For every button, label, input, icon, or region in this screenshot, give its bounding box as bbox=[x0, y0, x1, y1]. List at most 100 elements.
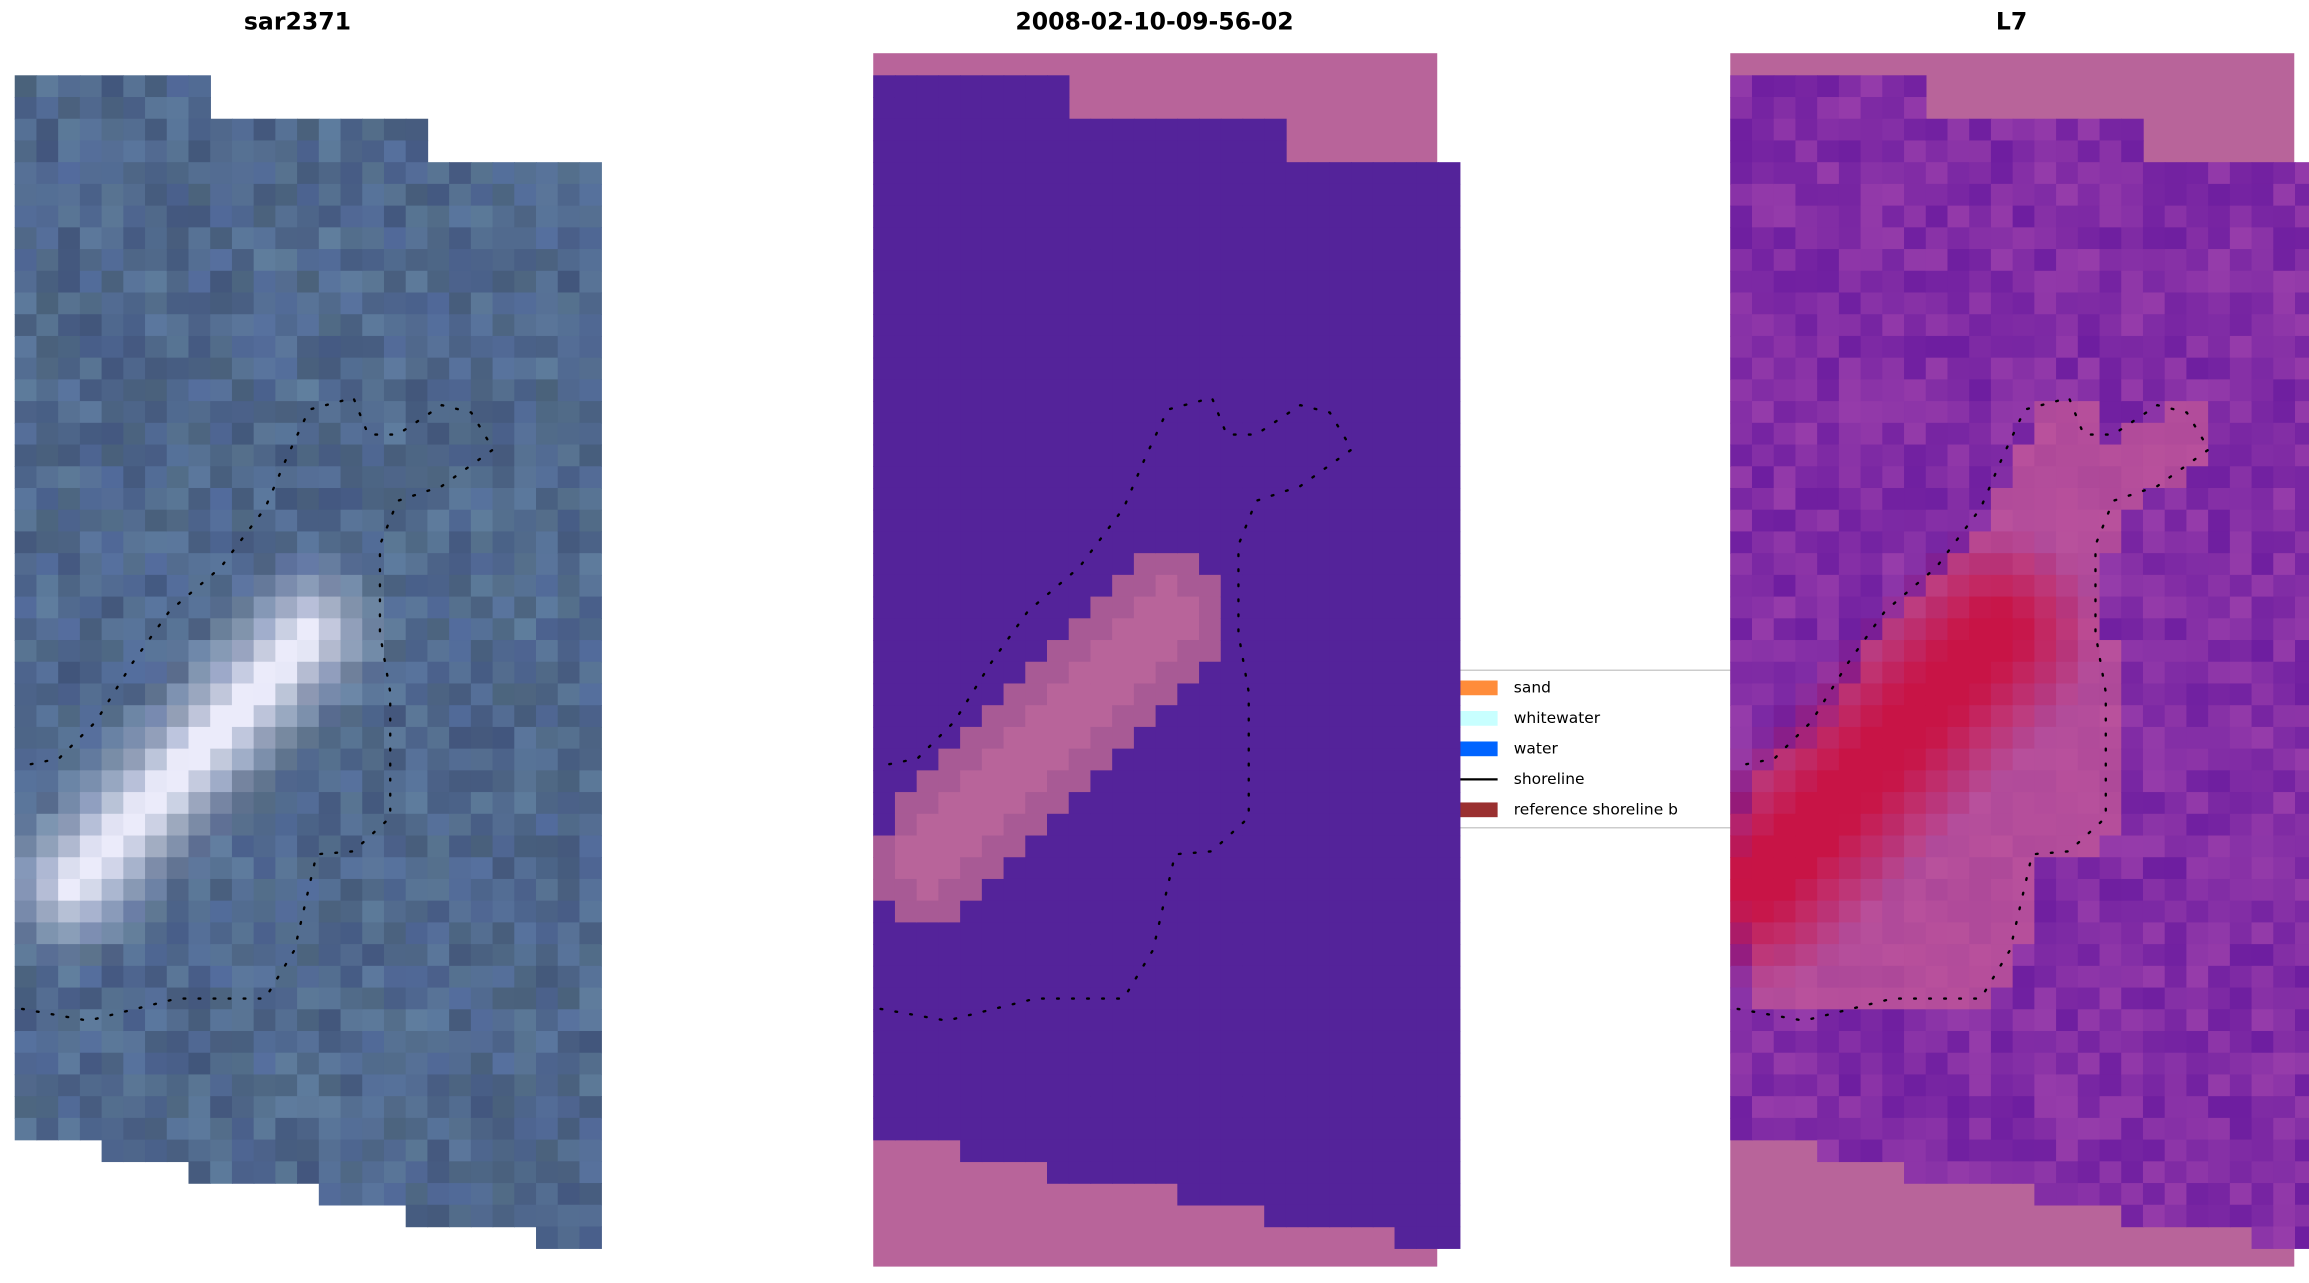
index-pixel bbox=[2034, 249, 2057, 272]
class-pixel bbox=[1177, 748, 1200, 772]
class-pixel bbox=[1155, 183, 1179, 207]
class-pixel bbox=[938, 487, 961, 511]
image-pixel bbox=[253, 444, 277, 467]
class-pixel bbox=[960, 965, 983, 989]
image-pixel bbox=[297, 314, 320, 337]
image-pixel bbox=[210, 314, 233, 337]
image-pixel bbox=[79, 618, 103, 641]
image-pixel bbox=[427, 813, 450, 837]
class-pixel bbox=[1416, 162, 1439, 185]
class-pixel bbox=[1133, 249, 1157, 272]
index-pixel bbox=[1795, 1096, 1818, 1119]
class-pixel bbox=[1003, 292, 1027, 315]
image-pixel bbox=[58, 1096, 81, 1119]
index-pixel bbox=[1882, 162, 1905, 185]
index-pixel bbox=[2142, 1161, 2166, 1184]
image-pixel bbox=[188, 857, 211, 880]
index-pixel bbox=[2229, 335, 2253, 359]
class-pixel bbox=[1372, 1030, 1396, 1054]
index-pixel bbox=[1925, 1117, 1949, 1141]
image-pixel bbox=[166, 379, 190, 402]
index-pixel bbox=[2142, 574, 2166, 598]
class-pixel bbox=[938, 770, 961, 793]
image-pixel bbox=[514, 1074, 537, 1097]
class-pixel bbox=[1199, 944, 1222, 967]
class-pixel bbox=[916, 1096, 940, 1119]
image-pixel bbox=[231, 118, 255, 142]
image-pixel bbox=[340, 118, 363, 142]
index-pixel bbox=[2229, 270, 2253, 294]
image-pixel bbox=[253, 249, 277, 272]
index-pixel bbox=[2164, 1183, 2188, 1206]
image-pixel bbox=[470, 944, 494, 967]
image-pixel bbox=[427, 835, 450, 858]
image-pixel bbox=[383, 379, 407, 402]
index-pixel bbox=[1904, 683, 1927, 706]
image-pixel bbox=[101, 422, 125, 446]
image-pixel bbox=[362, 292, 385, 315]
class-pixel bbox=[873, 900, 896, 924]
image-pixel bbox=[275, 618, 298, 641]
class-pixel bbox=[1242, 357, 1265, 381]
class-pixel bbox=[1351, 661, 1374, 685]
index-pixel bbox=[1947, 922, 1970, 945]
index-pixel bbox=[1925, 466, 1949, 489]
index-pixel bbox=[2012, 335, 2036, 359]
class-pixel bbox=[1351, 292, 1374, 315]
class-pixel bbox=[1416, 813, 1439, 837]
index-pixel bbox=[2164, 726, 2188, 750]
index-pixel bbox=[2251, 205, 2275, 229]
image-pixel bbox=[166, 748, 190, 772]
image-pixel bbox=[405, 770, 429, 793]
class-pixel bbox=[1307, 314, 1331, 337]
class-pixel bbox=[1003, 487, 1027, 511]
index-pixel bbox=[1838, 357, 1862, 381]
class-pixel bbox=[1003, 987, 1027, 1011]
class-pixel bbox=[1437, 944, 1461, 967]
index-pixel bbox=[2251, 835, 2275, 858]
class-pixel bbox=[938, 183, 961, 207]
index-pixel bbox=[1838, 531, 1862, 554]
index-pixel bbox=[2121, 574, 2144, 598]
class-pixel bbox=[1264, 1204, 1287, 1228]
index-pixel bbox=[1990, 965, 2014, 989]
class-pixel bbox=[1003, 379, 1027, 402]
image-pixel bbox=[449, 574, 472, 598]
class-pixel bbox=[1351, 987, 1374, 1011]
class-pixel bbox=[1068, 335, 1092, 359]
index-pixel bbox=[1751, 509, 1775, 533]
class-pixel bbox=[1329, 487, 1352, 511]
image-pixel bbox=[145, 705, 168, 728]
index-pixel bbox=[1925, 965, 1949, 989]
index-pixel bbox=[2034, 857, 2057, 880]
image-pixel bbox=[58, 922, 81, 945]
class-pixel bbox=[916, 466, 940, 489]
image-pixel bbox=[275, 596, 298, 620]
image-pixel bbox=[188, 1139, 211, 1163]
index-pixel bbox=[1904, 227, 1927, 250]
image-pixel bbox=[188, 640, 211, 663]
image-pixel bbox=[231, 335, 255, 359]
index-pixel bbox=[2186, 1183, 2209, 1206]
class-pixel bbox=[1416, 857, 1439, 880]
class-pixel bbox=[1112, 965, 1135, 989]
index-pixel bbox=[2056, 878, 2079, 902]
image-pixel bbox=[579, 162, 602, 185]
image-pixel bbox=[297, 118, 320, 142]
index-pixel bbox=[1751, 944, 1775, 967]
image-pixel bbox=[449, 553, 472, 576]
index-pixel bbox=[2142, 878, 2166, 902]
class-pixel bbox=[1068, 162, 1092, 185]
class-pixel bbox=[1047, 705, 1070, 728]
class-pixel bbox=[1199, 1096, 1222, 1119]
class-pixel bbox=[1068, 183, 1092, 207]
index-pixel bbox=[1882, 183, 1905, 207]
index-pixel bbox=[1730, 574, 1753, 598]
index-pixel bbox=[1860, 118, 1884, 142]
image-pixel bbox=[79, 683, 103, 706]
image-pixel bbox=[492, 1096, 516, 1119]
image-pixel bbox=[492, 1074, 516, 1097]
image-pixel bbox=[579, 987, 602, 1011]
image-pixel bbox=[231, 900, 255, 924]
index-pixel bbox=[1969, 705, 1992, 728]
